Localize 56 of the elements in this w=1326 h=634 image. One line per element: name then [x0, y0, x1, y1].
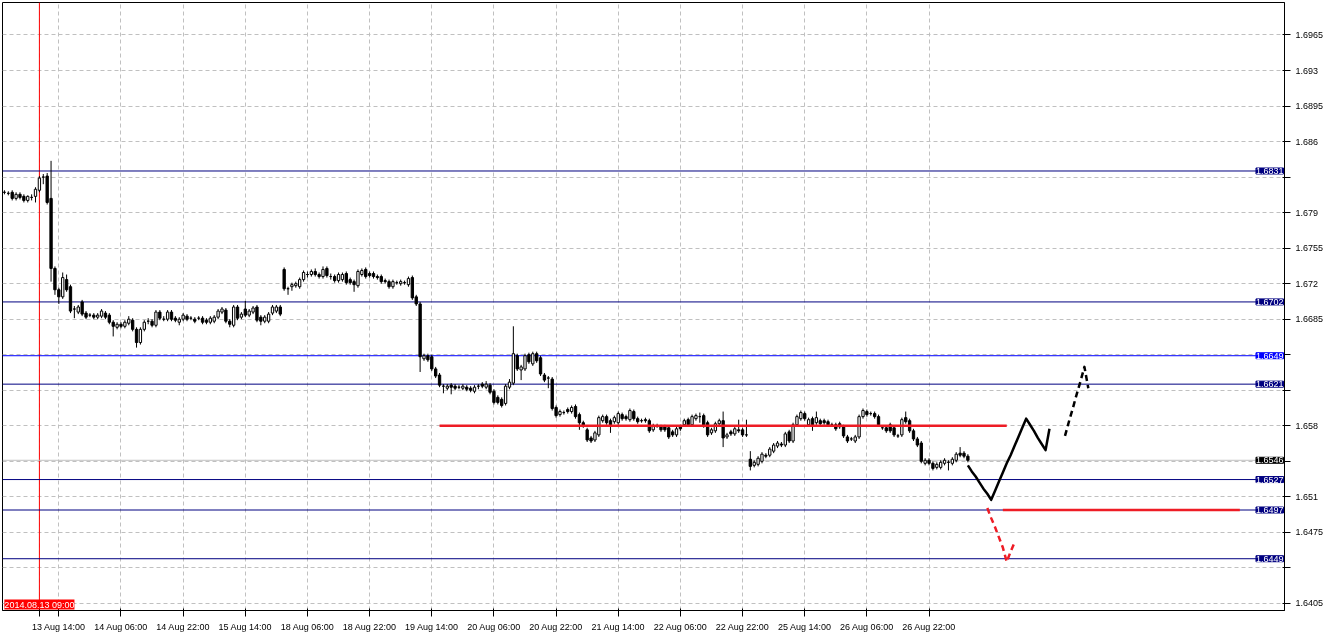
- candlestick: [538, 355, 543, 377]
- y-tick-label: 1.651: [1295, 491, 1319, 502]
- x-tick-label: 22 Aug 22:00: [715, 621, 769, 632]
- x-tick-label: 13 Aug 14:00: [32, 621, 86, 632]
- candlestick: [958, 446, 962, 458]
- ref-line-label: 1.6649: [1255, 350, 1284, 361]
- candlestick: [748, 450, 752, 471]
- y-tick-label: 1.6895: [1295, 101, 1324, 112]
- ref-line-label: 1.6527: [1255, 474, 1284, 485]
- candlestick: [356, 268, 360, 289]
- x-tick-label: 14 Aug 22:00: [156, 621, 210, 632]
- y-tick-label: 1.679: [1295, 207, 1319, 218]
- ref-line-label: 1.6831: [1255, 165, 1284, 176]
- candlestick: [764, 452, 768, 459]
- line-series: [966, 417, 1051, 502]
- candlestick: [721, 411, 725, 448]
- ref-line-label: 1.6497: [1255, 505, 1284, 516]
- candlestick: [282, 266, 286, 292]
- candlestick: [410, 275, 415, 301]
- x-tick-label: 14 Aug 06:00: [94, 621, 148, 632]
- ref-line-label: 1.6449: [1255, 553, 1284, 564]
- x-tick-label: 26 Aug 06:00: [840, 621, 894, 632]
- y-tick-label: 1.6405: [1295, 598, 1324, 609]
- ref-line-label: 1.6621: [1255, 379, 1284, 390]
- y-tick-label: 1.6475: [1295, 527, 1324, 538]
- candlestick: [290, 282, 294, 292]
- line-series: [986, 506, 1016, 564]
- candlestick: [822, 418, 826, 426]
- candlestick: [624, 414, 628, 422]
- ref-line-label: 1.6546: [1255, 455, 1284, 466]
- candlestick: [461, 383, 465, 391]
- candlestick: [119, 321, 123, 329]
- x-tick-label: 25 Aug 14:00: [777, 621, 832, 632]
- x-tick-label: 19 Aug 14:00: [405, 621, 459, 632]
- y-tick-label: 1.693: [1295, 65, 1319, 76]
- candlestick: [919, 440, 923, 464]
- x-tick-label: 21 Aug 14:00: [591, 621, 645, 632]
- y-tick-label: 1.686: [1295, 136, 1319, 147]
- y-tick-label: 1.6685: [1295, 314, 1324, 325]
- y-tick-label: 1.672: [1295, 278, 1319, 289]
- x-tick-label: 18 Aug 06:00: [280, 621, 334, 632]
- x-tick-label: 15 Aug 14:00: [218, 621, 272, 632]
- y-tick-label: 1.6755: [1295, 243, 1324, 254]
- x-tick-label: 22 Aug 06:00: [653, 621, 707, 632]
- x-tick-label: 26 Aug 22:00: [902, 621, 956, 632]
- ref-line-label: 1.6702: [1255, 296, 1284, 307]
- y-tick-label: 1.6965: [1295, 29, 1324, 40]
- y-tick-label: 1.658: [1295, 420, 1319, 431]
- candlestick: [61, 272, 65, 300]
- x-tick-label: 2014.08.13 09:00: [4, 599, 75, 610]
- x-tick-label: 20 Aug 06:00: [467, 621, 521, 632]
- x-tick-label: 18 Aug 22:00: [342, 621, 396, 632]
- candlestick: [317, 272, 321, 280]
- candlestick: [453, 383, 457, 391]
- line-series: [1063, 365, 1090, 438]
- x-tick-label: 20 Aug 22:00: [529, 621, 583, 632]
